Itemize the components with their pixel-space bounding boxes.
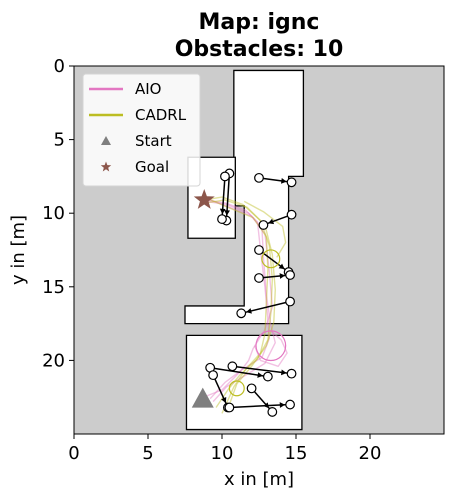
obstacle-arrow-4	[268, 218, 275, 225]
obstacle-end-6	[285, 270, 295, 280]
x-tick-label-15: 15	[285, 443, 308, 464]
legend: AIO CADRL Start Goal	[82, 73, 201, 187]
y-tick-label-5: 5	[54, 130, 65, 151]
obstacle-start-10	[224, 402, 235, 413]
obstacle-start-6	[254, 273, 264, 283]
start-goal-layer	[191, 188, 215, 408]
agent-circle-1	[255, 330, 287, 362]
plot-frame	[73, 65, 445, 435]
legend-label-cadrl: CADRL	[135, 106, 187, 124]
legend-label-aio: AIO	[135, 80, 162, 98]
obstacle-arrow-3	[281, 178, 287, 184]
obstacle-start-11	[227, 361, 238, 372]
cadrl-trajectory-2	[205, 199, 276, 405]
agent-circle-2	[261, 249, 281, 269]
plot-area	[73, 65, 445, 435]
x-axis-ticks: 0 5 10 15 20	[68, 434, 381, 464]
x-tick-label-10: 10	[211, 443, 234, 464]
obstacle-arrow-11	[281, 369, 287, 376]
aio-trajectory-2	[205, 200, 276, 403]
obstacle-start-4	[286, 209, 297, 220]
obstacle-arrow-9	[221, 396, 227, 403]
obstacle-end-7	[236, 308, 247, 319]
aio-trajectory-3	[206, 197, 274, 397]
y-tick-label-15: 15	[42, 277, 65, 298]
cadrl-trajectory-3	[206, 197, 269, 414]
obstacle-arrow-5	[278, 263, 285, 270]
obstacle-start-3	[254, 172, 264, 183]
obstacle-arrow-10	[279, 402, 286, 408]
obstacle-arrow-7	[246, 308, 252, 314]
start-marker	[191, 387, 214, 408]
obstacle-end-3	[286, 177, 297, 188]
agent-circle-3	[228, 380, 245, 397]
obstacle-end-2	[217, 214, 227, 224]
legend-label-goal: Goal	[135, 158, 169, 176]
obstacle-arrow-1	[224, 210, 230, 216]
trajectory-layer	[204, 196, 288, 414]
x-tick-label-5: 5	[142, 443, 153, 464]
obstacle-start-2	[220, 171, 230, 182]
y-tick-label-0: 0	[54, 56, 65, 77]
x-tick-label-20: 20	[359, 443, 382, 464]
obstacle-arrow-2	[219, 208, 226, 215]
aio-trajectory-1	[204, 199, 271, 400]
goal-marker	[193, 188, 215, 209]
y-axis-label: y in [m]	[8, 215, 29, 285]
agent-circle-layer	[228, 249, 287, 397]
y-tick-label-10: 10	[42, 203, 65, 224]
legend-label-start: Start	[135, 132, 172, 150]
x-axis-label: x in [m]	[224, 469, 294, 490]
x-tick-label-0: 0	[68, 443, 79, 464]
aio-trajectory-4	[253, 330, 288, 367]
obstacle-start-12	[246, 383, 257, 394]
obstacle-arrow-6	[279, 273, 286, 279]
legend-marker-start	[101, 136, 111, 145]
obstacle-end-11	[286, 368, 297, 379]
obstacle-end-4	[258, 220, 269, 230]
legend-box	[82, 73, 201, 187]
cadrl-trajectory-4	[243, 200, 287, 258]
obstacle-end-12	[267, 407, 278, 417]
legend-marker-goal	[100, 161, 112, 172]
y-axis-ticks: 0 5 10 15 20	[42, 56, 74, 371]
chart-title-line-1: Map: ignc	[199, 10, 320, 35]
obstacle-start-7	[285, 296, 295, 307]
obstacle-end-10	[285, 399, 295, 410]
obstacle-arrow-12	[263, 402, 270, 409]
chart-title-line-2: Obstacles: 10	[175, 37, 344, 62]
cadrl-trajectory-1	[204, 196, 274, 408]
obstacle-arrow-8	[257, 372, 263, 378]
obstacle-path-4	[263, 213, 292, 226]
y-tick-label-20: 20	[42, 350, 65, 371]
obstacle-end-8	[262, 371, 273, 382]
obstacle-start-5	[254, 245, 264, 255]
obstacle-start-9	[208, 370, 219, 381]
